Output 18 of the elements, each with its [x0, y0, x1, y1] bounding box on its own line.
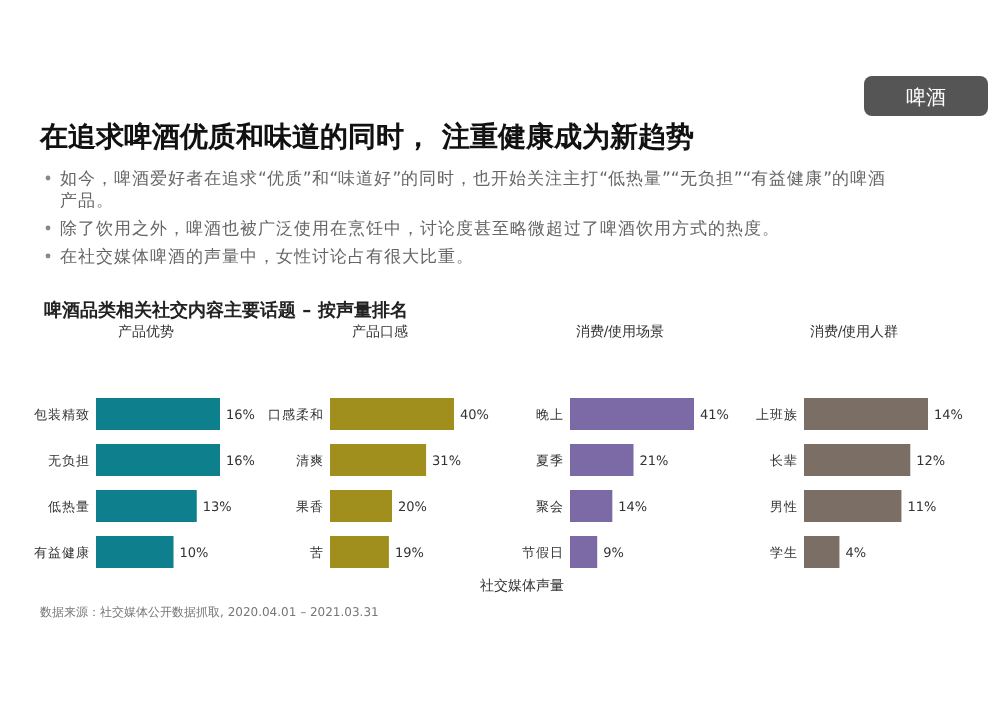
bar — [804, 398, 928, 430]
bar — [330, 490, 392, 522]
bar — [570, 490, 613, 522]
text: 除了饮用之外，啤酒也被广泛使用在烹饪中，讨论度甚至略微超过了啤酒饮用方式的热度。 — [60, 218, 780, 240]
bar — [804, 490, 902, 522]
text: 啤酒 — [906, 86, 946, 110]
text: 啤酒品类相关社交内容主要话题 – 按声量排名 — [44, 300, 408, 322]
text: 在追求啤酒优质和味道的同时， 注重健康成为新趋势 — [38, 120, 694, 154]
text: 在社交媒体啤酒的声量中，女性讨论占有很大比重。 — [60, 246, 474, 268]
bar — [570, 398, 694, 430]
bar — [804, 536, 840, 568]
bar — [570, 444, 634, 476]
bar — [330, 536, 389, 568]
text: 如今，啤酒爱好者在追求“优质”和“味道好”的同时，也开始关注主打“低热量”“无负担”“有益健康”的啤酒产品。 — [60, 168, 887, 212]
bar — [804, 444, 911, 476]
bar — [330, 444, 427, 476]
bar — [330, 398, 454, 430]
bar — [570, 536, 598, 568]
